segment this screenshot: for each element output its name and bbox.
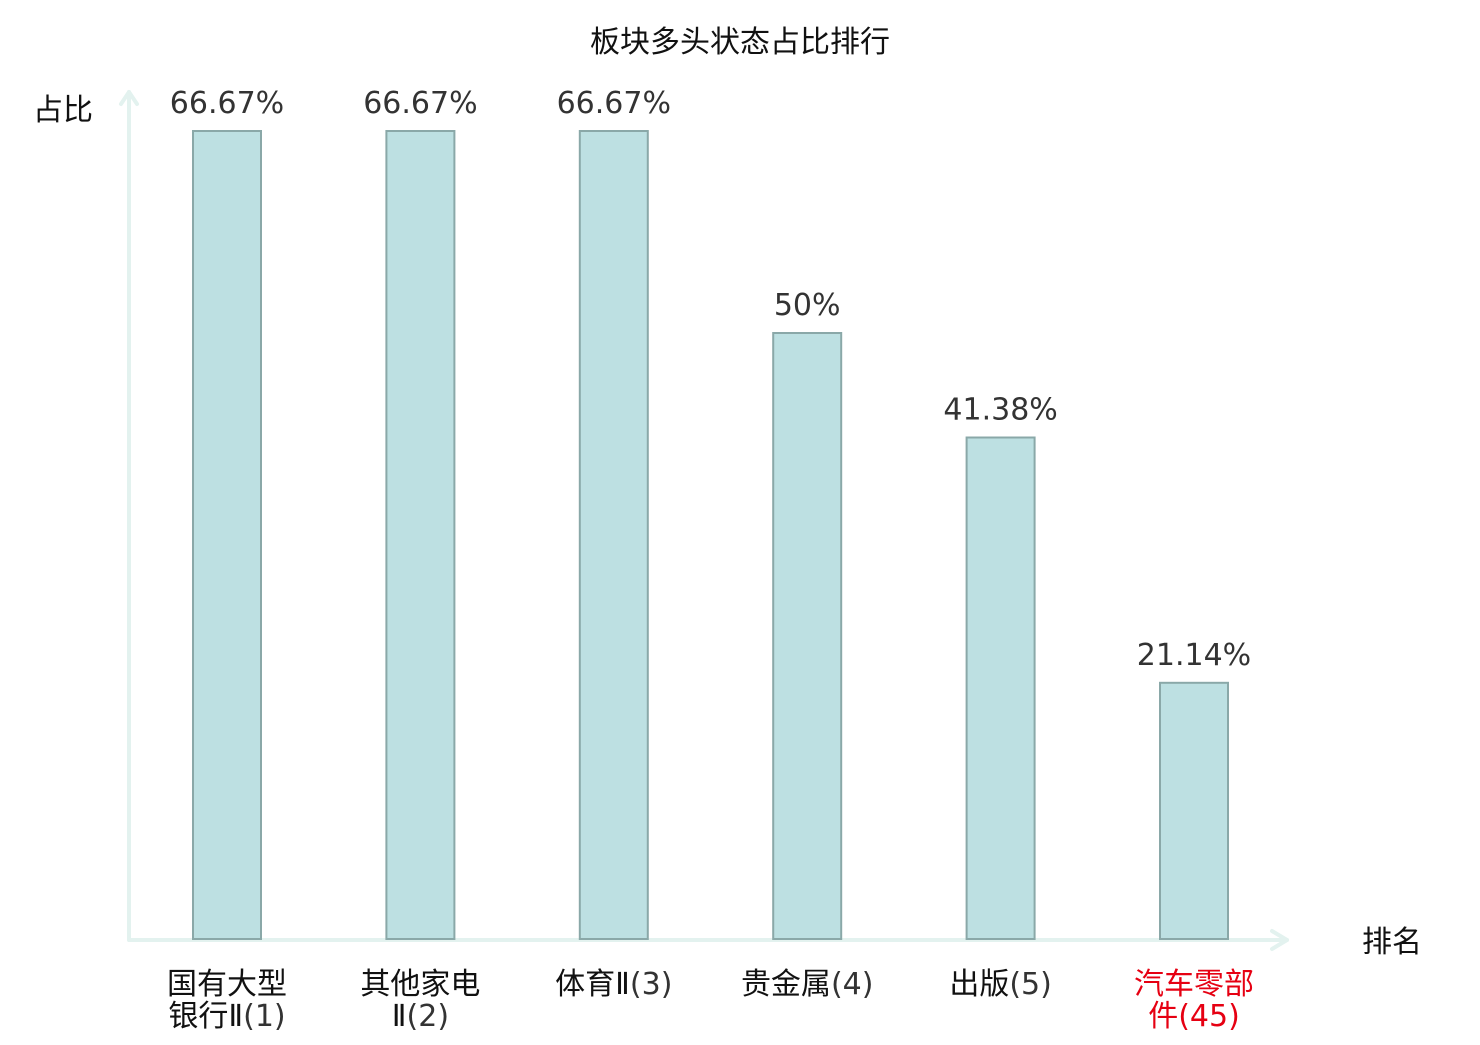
category-rank: (3) (630, 967, 673, 1002)
x-tick-label-line: 银行Ⅱ(1) (168, 999, 285, 1034)
category-name: 国有大型 (167, 967, 287, 1002)
x-tick-label-line: 国有大型 (167, 967, 287, 1002)
bar-6 (1159, 681, 1229, 940)
bar-3 (578, 130, 649, 940)
x-tick-label-line: 体育Ⅱ(3) (555, 967, 672, 1002)
bar-5 (965, 436, 1036, 940)
x-tick-label-4: 贵金属(4) (741, 967, 874, 1002)
value-label-1: 66.67% (170, 86, 284, 121)
y-axis (119, 90, 139, 942)
category-rank: (2) (407, 999, 450, 1034)
value-label-5: 41.38% (943, 393, 1057, 428)
category-rank: (4) (831, 967, 874, 1002)
x-axis (127, 929, 1289, 951)
bar-1 (192, 130, 262, 940)
x-tick-label-line: 出版(5) (949, 967, 1052, 1002)
x-tick-label-line: 贵金属(4) (741, 967, 874, 1002)
category-rank: (45) (1178, 999, 1240, 1034)
x-tick-label-3: 体育Ⅱ(3) (555, 967, 672, 1002)
value-label-4: 50% (774, 288, 841, 323)
chart-title: 板块多头状态占比排行 (590, 25, 890, 60)
x-tick-label-line: Ⅱ(2) (392, 999, 449, 1034)
category-name: 出版 (949, 967, 1009, 1002)
bar-2 (385, 130, 456, 940)
y-axis-label: 占比 (33, 93, 93, 128)
category-name: 其他家电 (360, 967, 480, 1002)
x-tick-label-line: 件(45) (1148, 999, 1240, 1034)
x-axis-label: 排名 (1362, 925, 1422, 960)
x-tick-label-line: 汽车零部 (1134, 967, 1254, 1002)
category-name: 汽车零部 (1134, 967, 1254, 1002)
category-name: 件 (1148, 999, 1178, 1034)
category-name: 体育Ⅱ (555, 967, 630, 1002)
value-labels-group: 66.67% 66.67% 66.67% 50% 41.38% 21.14% (170, 86, 1251, 673)
x-tick-label-5: 出版(5) (949, 967, 1052, 1002)
category-name: Ⅱ (392, 999, 407, 1034)
category-rank: (1) (243, 999, 286, 1034)
value-label-3: 66.67% (557, 86, 671, 121)
category-name: 银行Ⅱ (168, 999, 243, 1034)
category-rank: (5) (1009, 967, 1052, 1002)
value-label-6: 21.14% (1137, 638, 1251, 673)
value-label-2: 66.67% (363, 86, 477, 121)
category-name: 贵金属 (741, 967, 831, 1002)
bar-4 (772, 332, 843, 940)
bars-group (192, 130, 1229, 940)
x-tick-label-line: 其他家电 (360, 967, 480, 1002)
